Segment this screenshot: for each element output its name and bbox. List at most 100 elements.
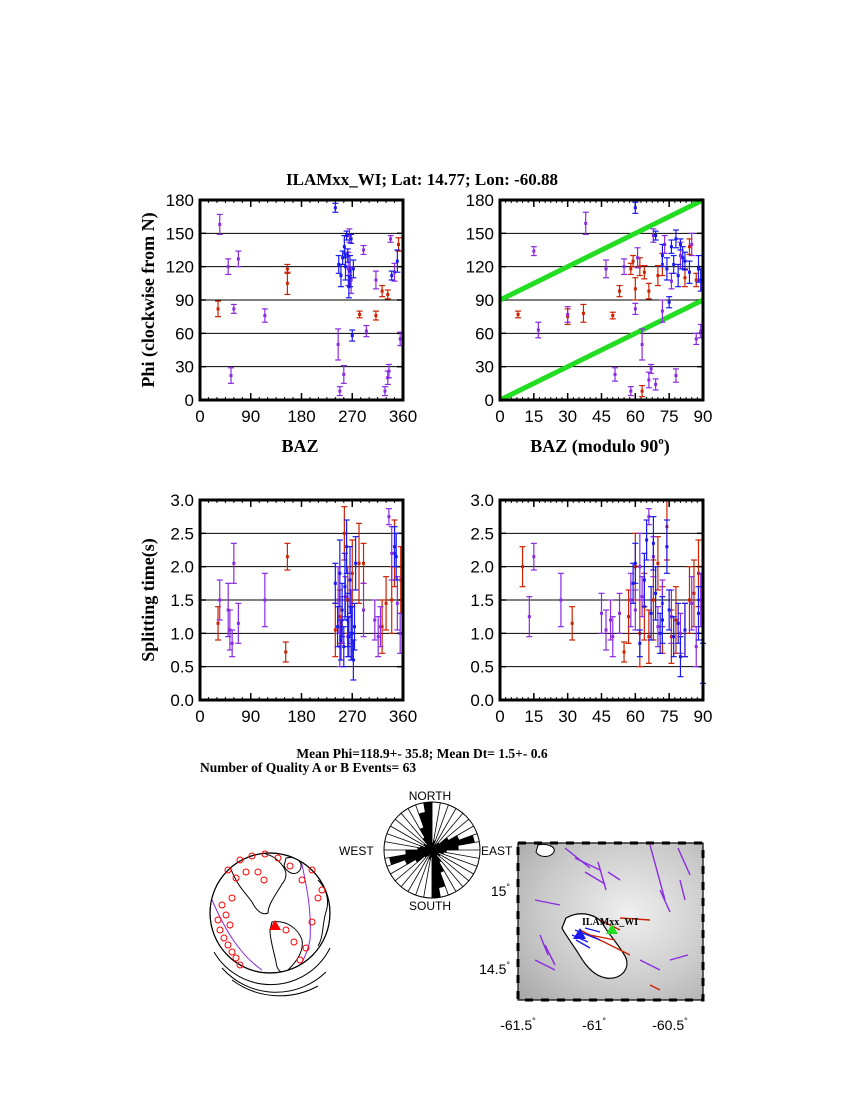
globe-event-marker (224, 941, 232, 949)
dt-mod-point-blue (672, 635, 676, 639)
island-martinique (561, 913, 628, 979)
dt-vs-baz-mod90-panel: 0.0 0.5 1.0 1.5 2.0 2.5 3.0 0 15 30 45 60 75 90 (470, 491, 712, 726)
phi-baz-point-blue (348, 269, 352, 273)
dt-mod-xtick-label: 0 (495, 707, 504, 726)
dt-mod-point-purple (656, 625, 660, 629)
dt-baz-point-purple (378, 625, 382, 629)
lon-tick-61-deg: ° (602, 1016, 606, 1026)
dt-mod-ytick-label: 2.0 (470, 558, 494, 577)
phi-baz-x-axis-label: BAZ (281, 436, 318, 456)
dt-baz-point-blue (333, 581, 337, 585)
phi-mod-point-purple (674, 374, 678, 378)
lat-tick-15-value: 15 (491, 883, 507, 899)
phi-baz-point-blue (342, 245, 346, 249)
splitting-stick-red (619, 917, 651, 921)
dt-mod-point-purple (559, 598, 563, 602)
dt-mod-point-purple (690, 601, 694, 605)
dt-baz-point-blue (336, 625, 340, 629)
dt-baz-point-blue (393, 545, 397, 549)
dt-mod-point-red (692, 591, 696, 595)
lon-tick-60-5: -60.5° (652, 1016, 688, 1033)
phi-mod-point-red (631, 259, 635, 263)
phi-mod-point-red (642, 270, 646, 274)
dt-baz-point-red (338, 615, 342, 619)
phi-mod-point-purple (532, 249, 536, 253)
splitting-stick-purple (677, 847, 691, 876)
globe-event-marker (228, 894, 236, 902)
phi-mod-point-red (694, 278, 698, 282)
phi-baz-point-red (374, 314, 378, 318)
splitting-stick-purple (669, 954, 689, 961)
phi-baz-point-purple (374, 278, 378, 282)
phi-mod-point-purple (649, 367, 653, 371)
dt-baz-point-purple (218, 598, 222, 602)
phi-mod-point-blue (674, 237, 678, 241)
dt-baz-ytick-label: 3.0 (170, 491, 194, 510)
rose-spoke (384, 849, 433, 859)
globe-rim (209, 852, 331, 974)
globe-event-marker (308, 866, 316, 874)
rose-spoke (431, 812, 464, 851)
phi-mod-ytick-label: 120 (466, 258, 494, 277)
dt-mod-point-purple (638, 565, 642, 569)
phi-mod-point-purple (699, 329, 703, 333)
dt-y-axis-label: Splitting time(s) (138, 538, 159, 662)
lon-tick-60-5-deg: ° (684, 1016, 688, 1026)
lon-tick-61-value: -61 (582, 1017, 602, 1033)
phi-mod-ytick-label: 90 (475, 291, 494, 310)
splitting-stick-purple (639, 959, 661, 971)
dt-mod-xtick-label: 15 (524, 707, 543, 726)
rose-spoke (431, 849, 464, 888)
dt-baz-point-purple (362, 608, 366, 612)
phi-mod-x-axis-text: BAZ (modulo 90 (530, 436, 658, 457)
phi-baz-xtick-label: 90 (241, 407, 260, 426)
dt-baz-ytick-label: 0.5 (170, 658, 194, 677)
dt-mod-xtick-label: 75 (660, 707, 679, 726)
phi-mod-point-purple (536, 328, 540, 332)
rose-spoke (407, 849, 433, 892)
dt-mod-point-red (651, 598, 655, 602)
phi-mod-point-purple (694, 337, 698, 341)
phi-baz-point-blue (343, 265, 347, 269)
phi-mod-point-blue (667, 300, 671, 304)
dt-baz-xtick-label: 90 (241, 707, 260, 726)
phi-baz-ytick-label: 180 (166, 191, 194, 210)
dt-baz-xtick-label: 270 (338, 707, 366, 726)
phi-mod-x-axis-label: BAZ (modulo 90o) (530, 435, 670, 457)
globe-map (209, 850, 331, 997)
dt-mod-point-red (521, 565, 525, 569)
splitting-stick-purple (597, 861, 607, 891)
globe-event-marker (236, 856, 244, 864)
rose-spoke (431, 849, 480, 859)
rose-spoke (431, 804, 449, 851)
phi-mod-ytick-label: 180 (466, 191, 494, 210)
phi-baz-point-blue (395, 259, 399, 263)
phi-mod-point-purple (629, 389, 633, 393)
dt-baz-xtick-label: 180 (287, 707, 315, 726)
globe-event-marker (242, 868, 250, 876)
station-triangle-blue (573, 928, 586, 939)
globe-event-marker (232, 874, 240, 882)
phi-baz-point-purple (342, 372, 346, 376)
dt-mod-point-purple (604, 628, 608, 632)
phi-mod-xtick-label: 60 (626, 407, 645, 426)
phi-mod-xtick-label: 45 (592, 407, 611, 426)
phi-baz-xtick-label: 270 (338, 407, 366, 426)
phi-baz-point-purple (387, 369, 391, 373)
phi-baz-ytick-label: 150 (166, 224, 194, 243)
splitting-stick-purple (679, 879, 686, 901)
dt-mod-xtick-label: 90 (694, 707, 713, 726)
phi-baz-point-purple (347, 234, 351, 238)
phi-mod-point-blue (665, 267, 669, 271)
phi-baz-point-purple (383, 389, 387, 393)
phi-mod-point-blue (678, 242, 682, 246)
distance-ring-3 (231, 979, 319, 997)
dt-baz-point-red (350, 571, 354, 575)
dt-mod-ytick-label: 1.5 (470, 591, 494, 610)
dt-baz-point-purple (336, 598, 340, 602)
splitting-stick-blue (575, 939, 591, 949)
rose-spoke (431, 833, 478, 851)
phi-mod-point-red (647, 289, 651, 293)
rose-spoke (431, 825, 474, 851)
dt-baz-point-purple (263, 598, 267, 602)
